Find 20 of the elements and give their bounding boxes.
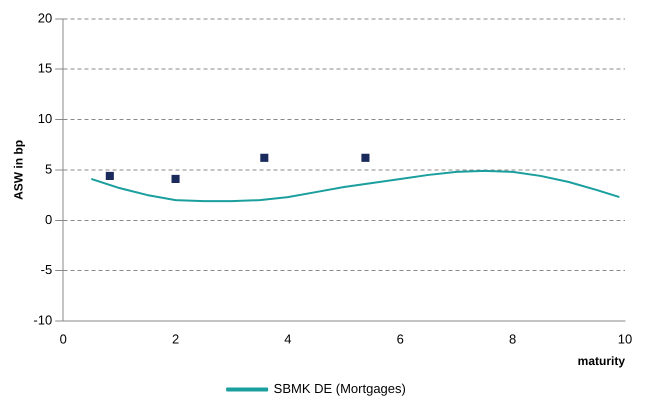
- point: [361, 154, 370, 162]
- y-axis-title: ASW in bp: [12, 140, 26, 200]
- x-tick-label: 2: [172, 331, 180, 346]
- y-tick-label: 15: [38, 60, 52, 76]
- point: [260, 154, 268, 162]
- x-tick-label: 4: [284, 331, 292, 346]
- legend-label: SBMK DE (Mortgages): [274, 381, 406, 396]
- point: [106, 172, 114, 180]
- y-tick-label: 20: [38, 10, 52, 26]
- x-tick-label: 0: [60, 331, 67, 346]
- x-axis-title: maturity: [578, 354, 626, 368]
- x-tick-label: 8: [509, 331, 516, 346]
- point: [172, 174, 180, 183]
- y-tick-label: 10: [38, 111, 52, 126]
- y-tick-label: -10: [33, 312, 52, 328]
- y-tick-label: 0: [44, 212, 52, 227]
- y-tick-label: 5: [44, 161, 52, 176]
- y-tick-label: -5: [40, 262, 52, 278]
- x-tick-label: 10: [618, 331, 632, 346]
- x-tick-label: 6: [396, 331, 404, 346]
